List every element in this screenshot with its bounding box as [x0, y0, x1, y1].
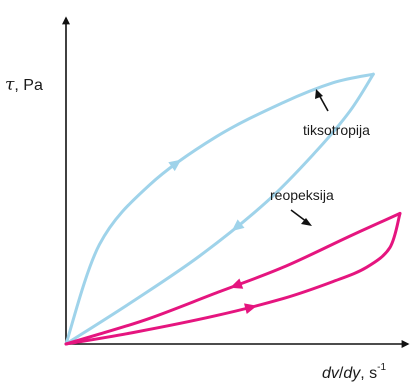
series-0-down-direction-arrow: [231, 219, 245, 232]
x-axis-exponent: -1: [377, 362, 386, 373]
label-reopeksija: reopeksija: [270, 187, 334, 203]
x-axis-label: dv/dy, s-1: [322, 362, 386, 382]
pointer-arrow-head-reopeksija: [301, 218, 312, 226]
series-1-down-direction-arrow: [230, 278, 244, 289]
x-axis-dv: dv: [322, 365, 340, 382]
series-1-up-curve: [64, 211, 402, 346]
x-axis-slash: /: [339, 365, 344, 382]
y-axis-label: τ, Pa: [5, 75, 43, 95]
x-axis-unit: , s: [360, 365, 377, 382]
series-0-up-direction-arrow: [168, 159, 182, 172]
series-1-up-direction-arrow: [244, 303, 258, 315]
pointer-arrow-head-tiksotropija: [315, 89, 323, 99]
series-0-up-curve: [64, 72, 375, 346]
series-1-down-curve: [64, 211, 402, 346]
series-0-down-curve: [64, 72, 375, 346]
y-axis-symbol: τ: [5, 75, 15, 95]
x-axis-dy: dy: [343, 365, 361, 382]
y-axis-unit: , Pa: [14, 77, 43, 94]
series-layer: [64, 72, 402, 346]
label-tiksotropija: tiksotropija: [303, 122, 370, 138]
